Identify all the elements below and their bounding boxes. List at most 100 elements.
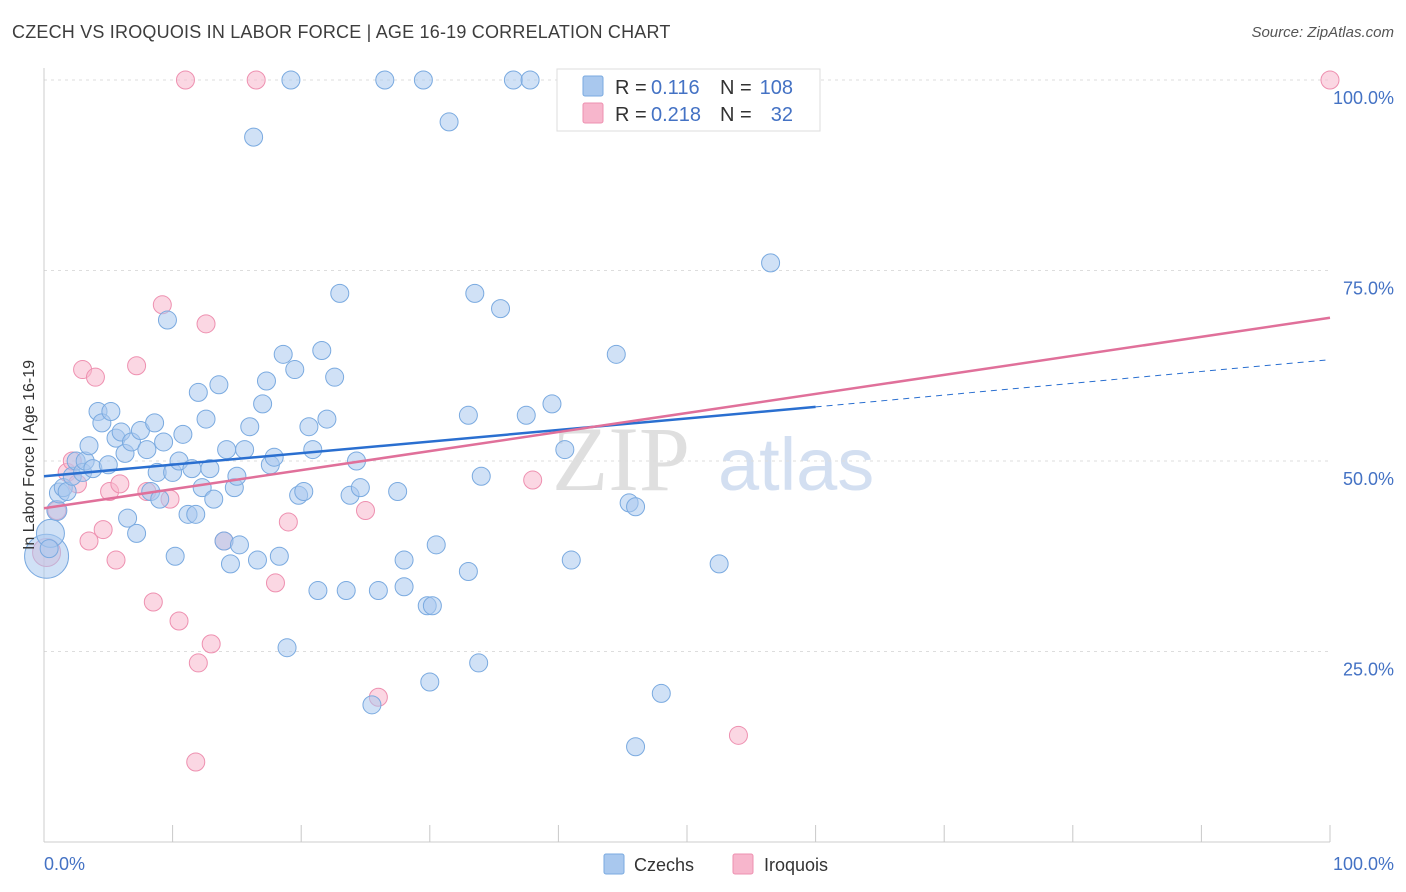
y-axis-title: In Labor Force | Age 16-19 — [21, 360, 38, 550]
czechs-point — [394, 577, 414, 597]
czechs-point — [312, 341, 332, 361]
legend-n-label-czechs: N = — [720, 77, 752, 99]
legend: R = 0.116 N = 108 R = 0.218 N = 32 — [556, 68, 821, 132]
iroquois-point — [523, 470, 543, 490]
legend-n-value-czechs: 108 — [760, 77, 793, 99]
czechs-point — [375, 70, 395, 90]
y-tick-label: 50.0% — [1343, 469, 1394, 489]
czechs-point — [137, 440, 157, 460]
iroquois-point — [106, 550, 126, 570]
czechs-point — [157, 310, 177, 330]
legend-n-label-iroquois: N = — [720, 104, 752, 126]
czechs-point — [362, 695, 382, 715]
czechs-point — [154, 432, 174, 452]
x-tick-label: 0.0% — [44, 854, 85, 874]
x-tick-label: 100.0% — [1333, 854, 1394, 874]
czechs-point — [188, 382, 208, 402]
czechs-point — [186, 504, 206, 524]
czechs-point — [394, 550, 414, 570]
czechs-trend-line-extension — [815, 359, 1331, 408]
czechs-point — [303, 440, 323, 460]
chart-title: CZECH VS IROQUOIS IN LABOR FORCE | AGE 1… — [12, 22, 671, 42]
iroquois-trend-line — [43, 316, 1331, 510]
czechs-point — [200, 459, 220, 479]
iroquois-point — [143, 592, 163, 612]
czechs-point — [244, 127, 264, 147]
grid-lines — [44, 79, 1330, 652]
y-tick-label: 25.0% — [1343, 660, 1394, 680]
czechs-point — [220, 554, 240, 574]
bottom-legend-label-czechs: Czechs — [634, 855, 694, 875]
czechs-point — [465, 283, 485, 303]
czechs-point — [336, 581, 356, 601]
czechs-point — [368, 581, 388, 601]
czechs-point — [325, 367, 345, 387]
iroquois-point — [728, 725, 748, 745]
czechs-point — [761, 253, 781, 273]
czechs-point — [39, 539, 59, 559]
czechs-point — [227, 466, 247, 486]
czechs-point — [555, 440, 575, 460]
iroquois-point — [93, 520, 113, 540]
czechs-point — [308, 581, 328, 601]
iroquois-point — [278, 512, 298, 532]
iroquois-point — [201, 634, 221, 654]
czechs-point — [709, 554, 729, 574]
czechs-point — [503, 70, 523, 90]
czechs-point — [388, 481, 408, 501]
bottom-legend-swatch-czechs — [603, 853, 625, 875]
legend-r-value-iroquois: 0.218 — [651, 104, 701, 126]
trend-lines — [43, 316, 1331, 510]
y-tick-labels: 25.0% 50.0% 75.0% 100.0% — [1333, 88, 1394, 680]
czechs-point — [229, 535, 249, 555]
czechs-point — [127, 523, 147, 543]
czechs-point — [651, 683, 671, 703]
iroquois-point — [265, 573, 285, 593]
czechs-point — [516, 405, 536, 425]
czechs-point — [426, 535, 446, 555]
czechs-point — [422, 596, 442, 616]
czechs-point — [626, 497, 646, 517]
czechs-point — [471, 466, 491, 486]
czechs-point — [491, 299, 511, 319]
source-label: Source: ZipAtlas.com — [1251, 24, 1394, 41]
iroquois-point — [1320, 70, 1340, 90]
iroquois-point — [356, 501, 375, 521]
watermark: ZIP atlas — [552, 408, 874, 510]
czechs-point — [299, 417, 319, 437]
czechs-point — [273, 344, 293, 364]
x-tick-labels: 0.0% 100.0% — [44, 854, 1394, 874]
czechs-point — [269, 546, 289, 566]
iroquois-point — [246, 70, 266, 90]
czechs-point — [196, 409, 216, 429]
czechs-point — [469, 653, 489, 673]
czechs-trend-line — [43, 405, 816, 478]
x-ticks — [172, 825, 1331, 842]
iroquois-point — [196, 314, 216, 334]
iroquois-point — [85, 367, 105, 387]
czechs-point — [247, 550, 267, 570]
czechs-point — [317, 409, 337, 429]
czechs-point — [439, 112, 459, 132]
iroquois-point — [169, 611, 189, 631]
czechs-point — [145, 413, 165, 433]
czechs-point — [542, 394, 562, 414]
czechs-point — [217, 440, 237, 460]
bottom-legend-label-iroquois: Iroquois — [764, 855, 828, 875]
czechs-point — [118, 508, 138, 528]
iroquois-point — [186, 752, 206, 772]
legend-n-value-iroquois: 32 — [771, 104, 793, 126]
czechs-point — [330, 283, 350, 303]
czechs-point — [256, 371, 276, 391]
legend-r-label-iroquois: R = — [615, 104, 647, 126]
czechs-point — [561, 550, 581, 570]
czechs-point — [413, 70, 433, 90]
czechs-point — [277, 638, 297, 658]
legend-swatch-iroquois — [582, 102, 604, 124]
czechs-point — [458, 405, 478, 425]
czechs-points — [24, 70, 781, 757]
iroquois-point — [110, 474, 130, 494]
czechs-point — [606, 344, 626, 364]
czechs-point — [79, 436, 99, 456]
